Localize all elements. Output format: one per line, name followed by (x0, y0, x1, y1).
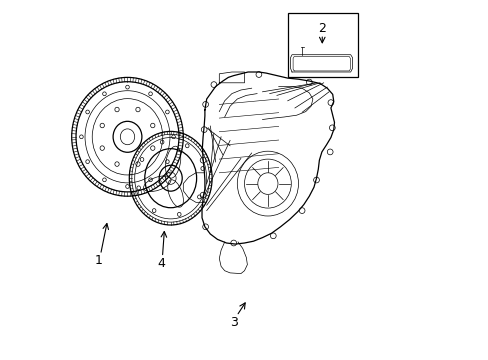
Text: 1: 1 (95, 255, 102, 267)
Text: 2: 2 (318, 22, 325, 35)
Text: 4: 4 (158, 257, 165, 270)
Polygon shape (202, 72, 334, 244)
Polygon shape (290, 55, 352, 72)
Bar (287, 13, 357, 77)
Text: 3: 3 (230, 316, 238, 329)
